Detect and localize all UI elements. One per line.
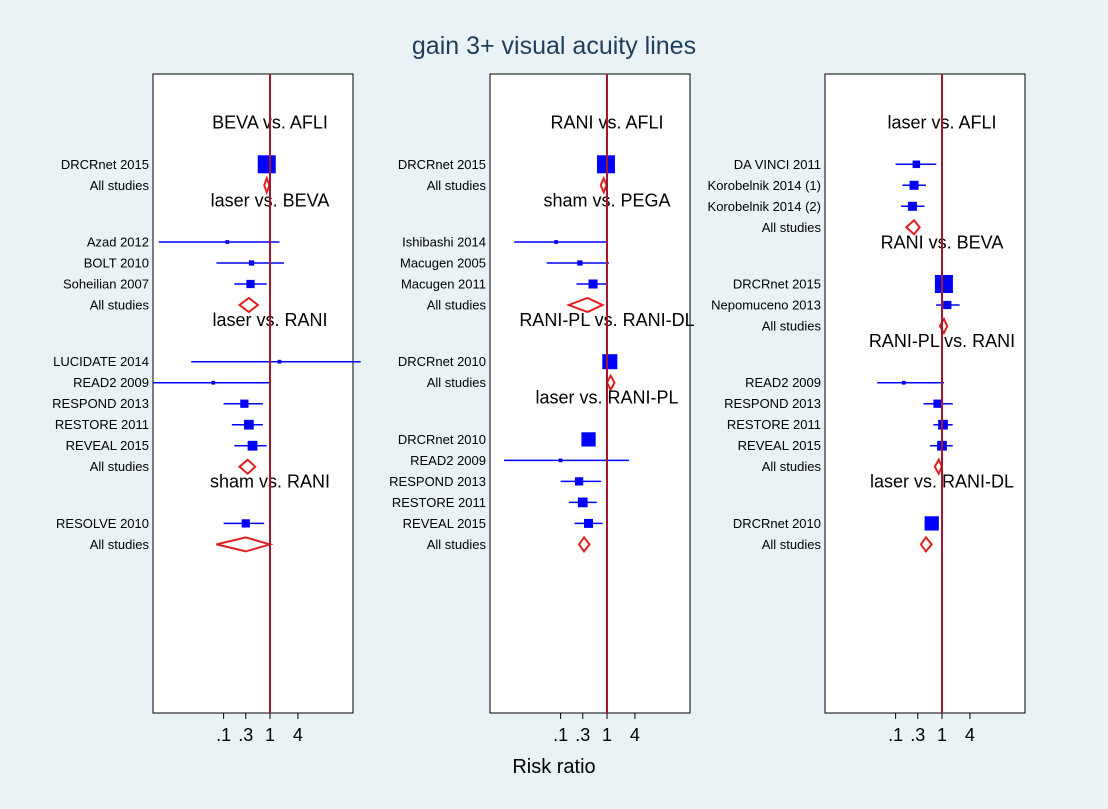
study-label: READ2 2009 — [410, 453, 486, 468]
pooled-estimate-diamond — [904, 218, 921, 236]
pooled-label: All studies — [427, 178, 487, 193]
point-estimate-marker — [602, 354, 618, 370]
x-tick-label: .1 — [216, 725, 231, 745]
study-label: DRCRnet 2010 — [398, 354, 486, 369]
point-estimate-marker — [240, 399, 249, 408]
study-label: RESTORE 2011 — [727, 417, 821, 432]
pooled-label: All studies — [427, 537, 487, 552]
point-estimate-marker — [247, 440, 258, 451]
study-label: RESTORE 2011 — [55, 417, 149, 432]
chart-title: gain 3+ visual acuity lines — [411, 32, 697, 60]
study-label: Macugen 2005 — [400, 256, 486, 271]
point-estimate-marker — [554, 240, 559, 244]
pooled-label: All studies — [762, 537, 822, 552]
pooled-label: All studies — [90, 298, 150, 313]
study-label: BOLT 2010 — [84, 256, 149, 271]
pooled-estimate-diamond — [577, 535, 591, 554]
x-tick-label: 1 — [265, 725, 275, 745]
point-estimate-marker — [558, 458, 563, 463]
study-label: RESPOND 2013 — [724, 396, 821, 411]
study-label: RESOLVE 2010 — [56, 516, 149, 531]
study-label: READ2 2009 — [745, 375, 821, 390]
study-label: READ2 2009 — [73, 375, 149, 390]
x-tick-label: .3 — [910, 725, 925, 745]
pooled-label: All studies — [90, 178, 150, 193]
point-estimate-marker — [246, 279, 255, 289]
x-tick-label: 4 — [630, 725, 640, 745]
point-estimate-marker — [248, 260, 255, 266]
study-label: DRCRnet 2010 — [398, 432, 486, 447]
study-label: Ishibashi 2014 — [402, 235, 486, 250]
study-label: LUCIDATE 2014 — [53, 354, 149, 369]
study-label: REVEAL 2015 — [66, 438, 149, 453]
point-estimate-marker — [909, 180, 919, 190]
point-estimate-marker — [574, 477, 584, 486]
point-estimate-marker — [588, 279, 598, 289]
pooled-label: All studies — [427, 375, 487, 390]
point-estimate-marker — [243, 419, 254, 430]
x-tick-label: .3 — [238, 725, 253, 745]
x-tick-label: 1 — [937, 725, 947, 745]
study-label: REVEAL 2015 — [738, 438, 821, 453]
pooled-estimate-diamond — [237, 296, 260, 314]
study-label: RESPOND 2013 — [389, 474, 486, 489]
pooled-estimate-diamond — [919, 535, 934, 554]
x-tick-label: 4 — [293, 725, 303, 745]
pooled-label: All studies — [90, 459, 150, 474]
x-tick-label: .3 — [575, 725, 590, 745]
point-estimate-marker — [581, 432, 596, 447]
pooled-label: All studies — [762, 459, 822, 474]
point-estimate-marker — [943, 300, 952, 310]
study-label: Korobelnik 2014 (1) — [708, 178, 821, 193]
plot-area — [824, 73, 1026, 714]
point-estimate-marker — [901, 380, 906, 385]
point-estimate-marker — [924, 516, 939, 531]
point-estimate-marker — [912, 160, 921, 169]
study-label: DA VINCI 2011 — [734, 157, 821, 172]
study-label: RESPOND 2013 — [52, 396, 149, 411]
x-tick-label: .1 — [888, 725, 903, 745]
x-tick-label: 1 — [602, 725, 612, 745]
study-label: Macugen 2011 — [401, 277, 486, 292]
pooled-label: All studies — [427, 298, 487, 313]
point-estimate-marker — [934, 275, 953, 293]
study-label: Soheilian 2007 — [63, 277, 149, 292]
point-estimate-marker — [225, 240, 230, 244]
x-tick-label: .1 — [553, 725, 568, 745]
study-label: Korobelnik 2014 (2) — [708, 199, 821, 214]
point-estimate-marker — [277, 359, 282, 364]
point-estimate-marker — [584, 518, 594, 528]
study-label: DRCRnet 2015 — [61, 157, 149, 172]
pooled-label: All studies — [762, 319, 822, 334]
pooled-estimate-diamond — [237, 458, 257, 476]
point-estimate-marker — [577, 260, 583, 266]
x-axis-label: Risk ratio — [512, 756, 596, 778]
point-estimate-marker — [933, 399, 942, 408]
pooled-label: All studies — [762, 220, 822, 235]
study-label: RESTORE 2011 — [392, 495, 486, 510]
plot-area — [152, 73, 354, 714]
x-tick-label: 4 — [965, 725, 975, 745]
point-estimate-marker — [596, 155, 615, 174]
point-estimate-marker — [241, 519, 250, 528]
pooled-estimate-diamond — [565, 296, 605, 314]
point-estimate-marker — [907, 201, 917, 211]
plot-area — [489, 73, 691, 714]
pooled-label: All studies — [90, 537, 150, 552]
study-label: DRCRnet 2015 — [733, 277, 821, 292]
study-label: Nepomuceno 2013 — [711, 298, 821, 313]
point-estimate-marker — [211, 380, 216, 385]
study-label: Azad 2012 — [87, 235, 149, 250]
point-estimate-marker — [577, 497, 588, 508]
point-estimate-marker — [257, 155, 276, 174]
study-label: REVEAL 2015 — [403, 516, 486, 531]
study-label: DRCRnet 2015 — [398, 157, 486, 172]
study-label: DRCRnet 2010 — [733, 516, 821, 531]
pooled-estimate-diamond — [605, 373, 616, 392]
